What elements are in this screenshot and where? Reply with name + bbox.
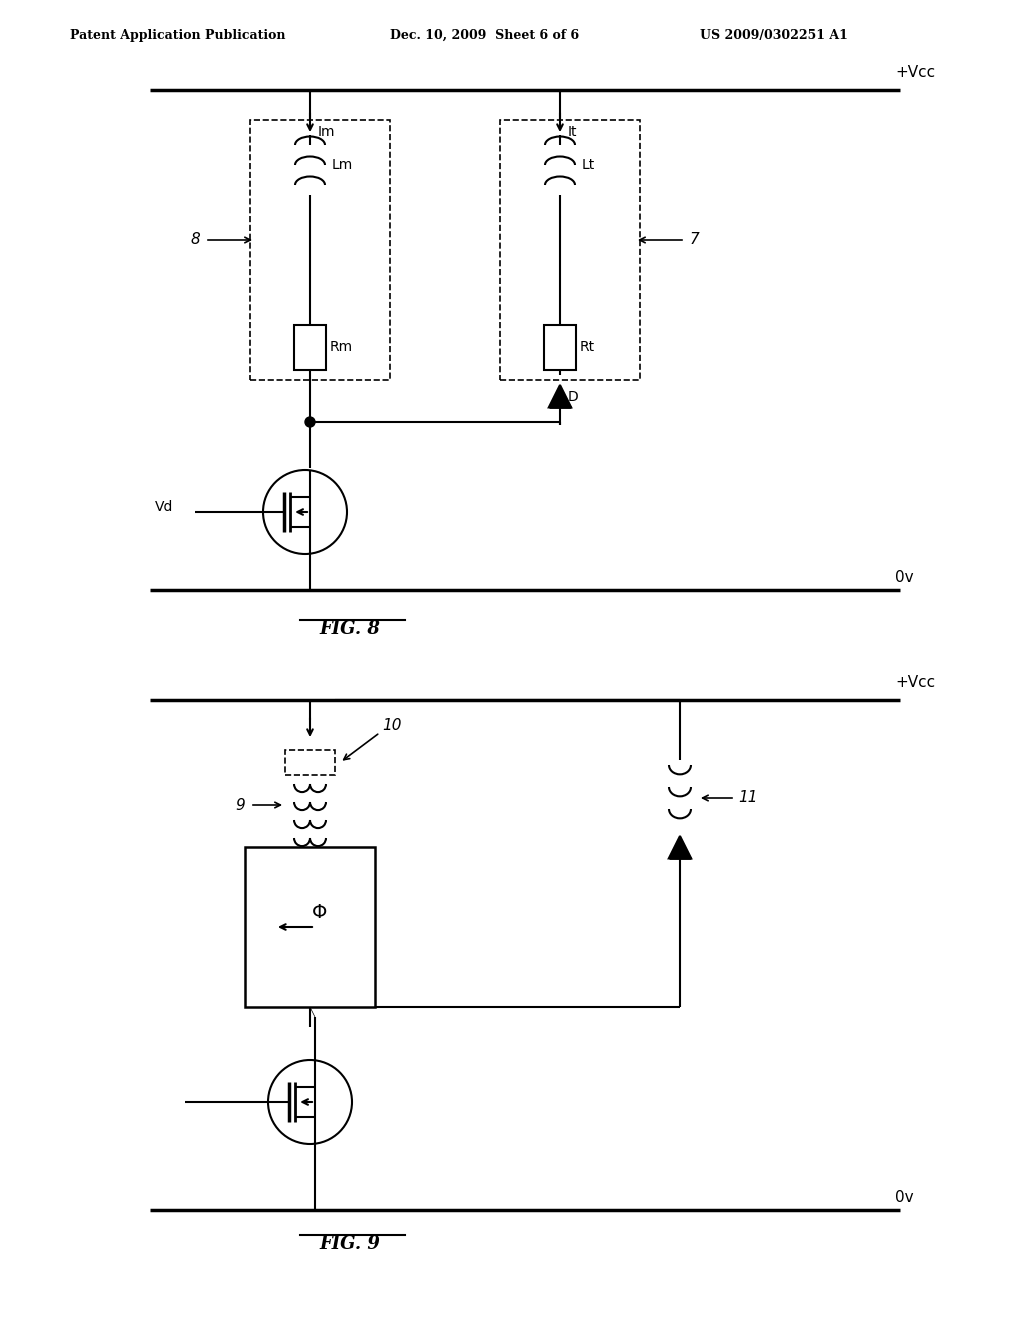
Bar xyxy=(294,325,326,370)
Bar xyxy=(245,847,375,1007)
Bar xyxy=(544,325,575,370)
Text: Im: Im xyxy=(318,125,336,139)
Text: Lm: Lm xyxy=(332,158,353,172)
Polygon shape xyxy=(669,836,691,858)
Bar xyxy=(500,120,640,380)
Text: US 2009/0302251 A1: US 2009/0302251 A1 xyxy=(700,29,848,41)
Text: It: It xyxy=(568,125,578,139)
Text: 9: 9 xyxy=(236,797,245,813)
Text: FIG. 9: FIG. 9 xyxy=(319,1236,381,1253)
Circle shape xyxy=(305,417,315,426)
Text: FIG. 8: FIG. 8 xyxy=(319,620,381,638)
Text: 10: 10 xyxy=(382,718,401,733)
Text: 0v: 0v xyxy=(895,570,913,585)
Text: D: D xyxy=(568,389,579,404)
Text: Φ: Φ xyxy=(312,903,328,921)
Text: Rm: Rm xyxy=(330,341,353,354)
Text: Patent Application Publication: Patent Application Publication xyxy=(70,29,286,41)
Bar xyxy=(285,750,335,775)
Text: 7: 7 xyxy=(690,232,699,248)
Polygon shape xyxy=(549,385,571,408)
Text: +Vcc: +Vcc xyxy=(895,675,935,690)
Text: 0v: 0v xyxy=(895,1191,913,1205)
Text: Rt: Rt xyxy=(580,341,595,354)
Text: 8: 8 xyxy=(190,232,200,248)
Text: Dec. 10, 2009  Sheet 6 of 6: Dec. 10, 2009 Sheet 6 of 6 xyxy=(390,29,580,41)
Text: 11: 11 xyxy=(738,791,758,805)
Bar xyxy=(250,120,390,380)
Text: +Vcc: +Vcc xyxy=(895,65,935,81)
Text: Lt: Lt xyxy=(582,158,595,172)
Text: Vd: Vd xyxy=(155,500,173,513)
